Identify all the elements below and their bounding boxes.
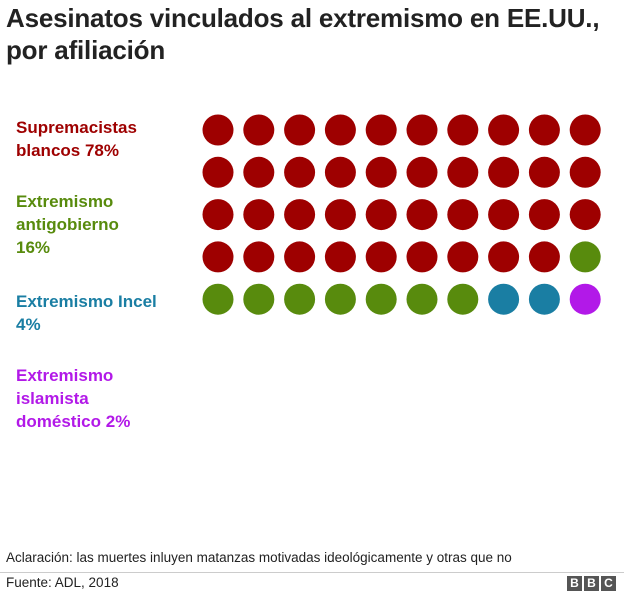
waffle-dot-antigobierno [202,283,234,315]
waffle-dot-supremacistas [284,114,316,146]
waffle-dot-supremacistas [406,241,438,273]
waffle-dot-supremacistas [569,199,601,231]
waffle-dot-antigobierno [365,283,397,315]
waffle-dot-antigobierno [569,241,601,273]
waffle-dot-supremacistas [447,156,479,188]
logo-letter: C [601,576,616,591]
waffle-dot-supremacistas [365,199,397,231]
waffle-dot-supremacistas [324,114,356,146]
waffle-dot-supremacistas [365,156,397,188]
waffle-dot-antigobierno [447,283,479,315]
chart-note: Aclaración: las muertes inluyen matanzas… [6,550,512,565]
legend-item-islamista: Extremismo islamista doméstico 2% [16,366,131,431]
waffle-dot-supremacistas [488,199,520,231]
waffle-dot-antigobierno [324,283,356,315]
chart-source: Fuente: ADL, 2018 [6,575,119,590]
waffle-dot-supremacistas [243,114,275,146]
waffle-dot-supremacistas [569,156,601,188]
waffle-dot-supremacistas [447,199,479,231]
legend-item-supremacistas: Supremacistas blancos 78% [16,118,137,160]
legend-item-antigobierno: Extremismo antigobierno 16% [16,192,119,257]
waffle-dot-supremacistas [528,199,560,231]
waffle-dot-supremacistas [406,114,438,146]
waffle-dot-supremacistas [243,199,275,231]
waffle-dot-supremacistas [243,241,275,273]
waffle-dot-incel [528,283,560,315]
legend-item-incel: Extremismo Incel 4% [16,292,157,334]
waffle-dot-supremacistas [488,156,520,188]
waffle-dot-supremacistas [284,241,316,273]
waffle-dot-supremacistas [406,199,438,231]
waffle-dot-supremacistas [365,241,397,273]
waffle-dot-supremacistas [528,114,560,146]
waffle-dot-supremacistas [202,199,234,231]
waffle-dot-supremacistas [528,241,560,273]
waffle-dot-antigobierno [243,283,275,315]
waffle-dot-supremacistas [324,241,356,273]
waffle-dot-supremacistas [284,156,316,188]
waffle-dot-supremacistas [569,114,601,146]
waffle-dot-supremacistas [447,241,479,273]
waffle-dot-supremacistas [243,156,275,188]
waffle-dot-supremacistas [365,114,397,146]
waffle-dot-supremacistas [528,156,560,188]
waffle-dot-supremacistas [488,241,520,273]
waffle-dot-antigobierno [406,283,438,315]
footer-divider [0,572,624,573]
waffle-dot-islamista [569,283,601,315]
waffle-dot-supremacistas [324,199,356,231]
waffle-dot-supremacistas [284,199,316,231]
waffle-grid [202,114,601,315]
waffle-dot-supremacistas [202,114,234,146]
chart-title: Asesinatos vinculados al extremismo en E… [6,3,600,65]
waffle-dot-supremacistas [202,156,234,188]
logo-letter: B [567,576,582,591]
logo-letter: B [584,576,599,591]
waffle-dot-incel [488,283,520,315]
waffle-dot-supremacistas [447,114,479,146]
waffle-dot-supremacistas [406,156,438,188]
waffle-dot-supremacistas [202,241,234,273]
waffle-dot-antigobierno [284,283,316,315]
bbc-logo: B B C [567,576,616,591]
waffle-dot-supremacistas [324,156,356,188]
waffle-dot-supremacistas [488,114,520,146]
